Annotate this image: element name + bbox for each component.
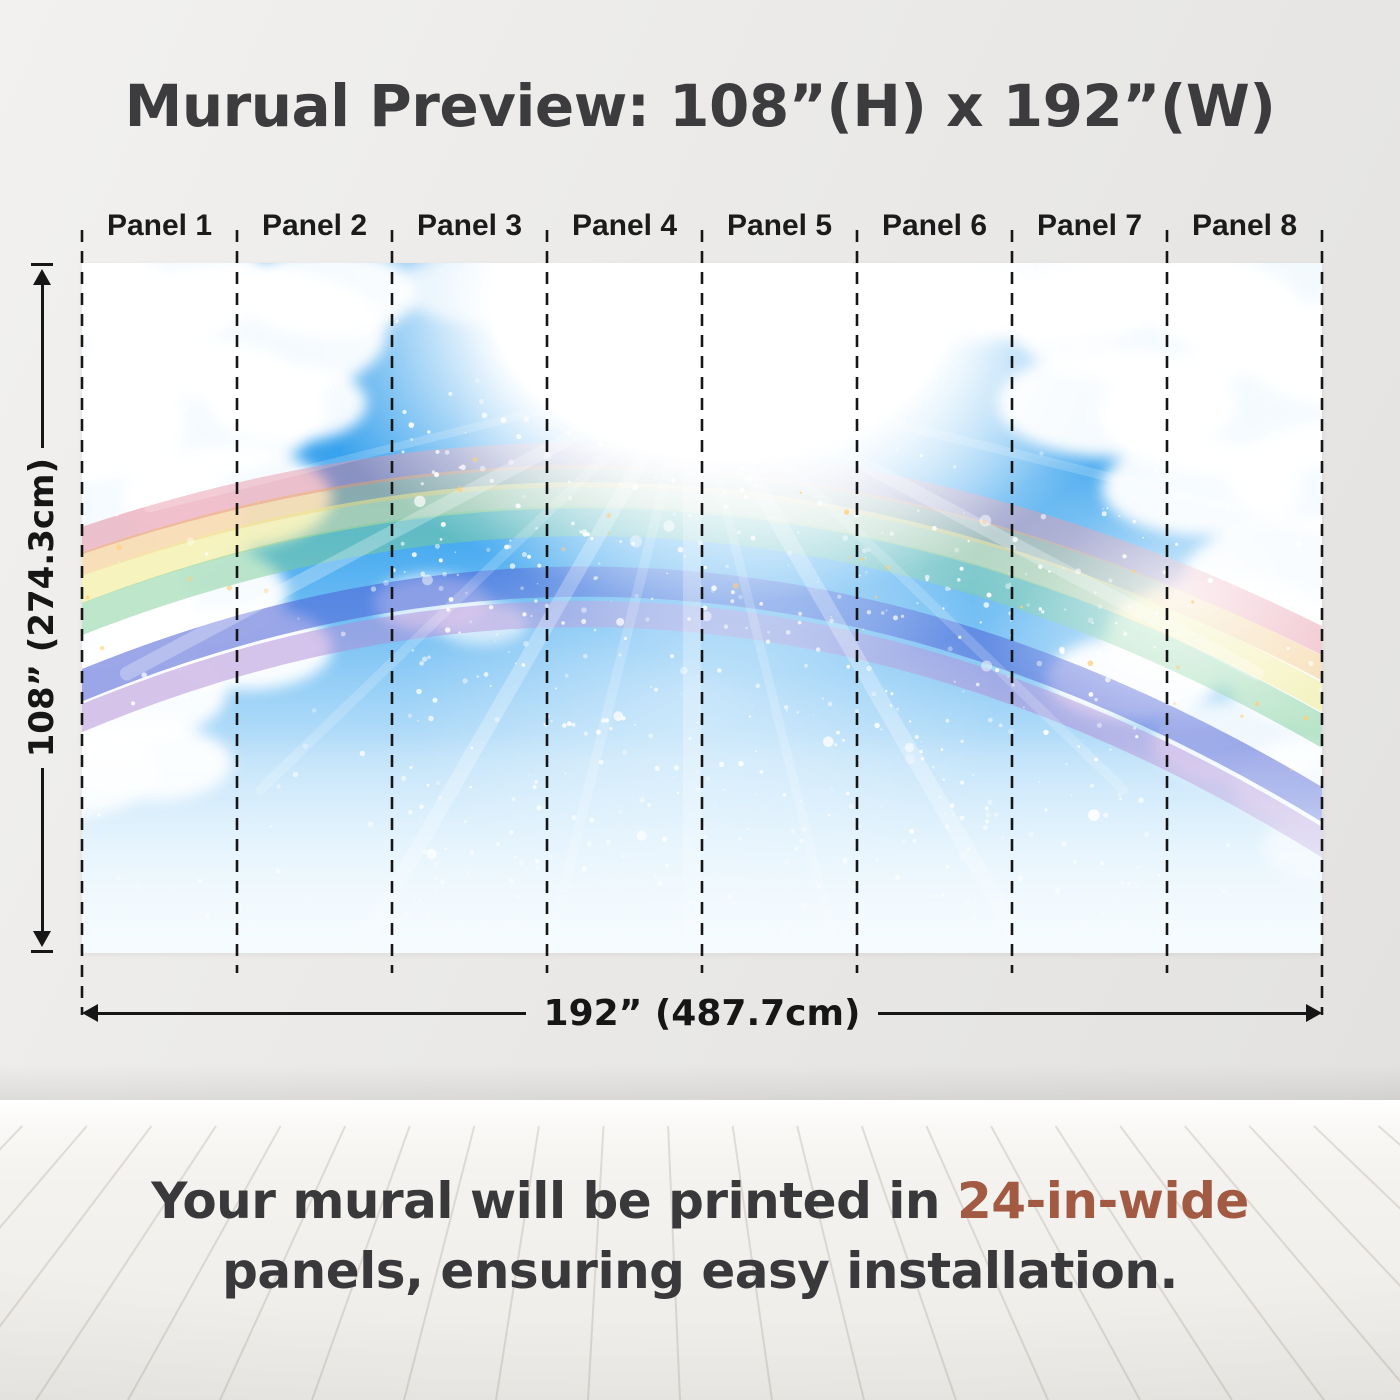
width-dimension-label: 192” (487.7cm) bbox=[543, 992, 861, 1034]
panel-label-4: Panel 4 bbox=[571, 209, 678, 242]
panel-labels-row: Panel 1 Panel 2 Panel 3 Panel 4 Panel 5 … bbox=[82, 209, 1322, 243]
arrow-up-icon bbox=[33, 269, 51, 285]
caption-text: Your mural will be printed in bbox=[151, 1172, 957, 1230]
dimension-end-cap bbox=[31, 263, 53, 266]
mural-image-rainbow-sky bbox=[82, 263, 1322, 953]
dimension-line bbox=[98, 1011, 526, 1015]
wall-bottom-shadow bbox=[0, 1064, 1400, 1100]
caption-highlight: 24-in-wide bbox=[956, 1172, 1249, 1230]
wood-floor bbox=[0, 1100, 1400, 1400]
mural-artwork bbox=[82, 263, 1322, 953]
page-title: Murual Preview: 108”(H) x 192”(W) bbox=[124, 72, 1276, 140]
arrow-down-icon bbox=[33, 931, 51, 948]
caption-line-1: Your mural will be printed in 24-in-wide bbox=[0, 1166, 1400, 1236]
arrow-right-icon bbox=[1306, 1004, 1322, 1022]
panel-label-2: Panel 2 bbox=[261, 209, 368, 242]
height-dimension-arrow: 108” (274.3cm) bbox=[22, 263, 62, 954]
dimension-line bbox=[878, 1011, 1306, 1015]
arrow-left-icon bbox=[82, 1004, 98, 1022]
panel-label-5: Panel 5 bbox=[726, 209, 833, 242]
panel-label-8: Panel 8 bbox=[1191, 209, 1298, 242]
height-dimension-label: 108” (274.3cm) bbox=[22, 458, 62, 758]
dimension-line bbox=[40, 767, 44, 932]
panel-label-3: Panel 3 bbox=[416, 209, 523, 242]
caption: Your mural will be printed in 24-in-wide… bbox=[0, 1166, 1400, 1306]
panel-label-6: Panel 6 bbox=[881, 209, 988, 242]
dimension-line bbox=[40, 285, 44, 449]
width-dimension-arrow: 192” (487.7cm) bbox=[82, 993, 1322, 1034]
panel-label-1: Panel 1 bbox=[106, 209, 213, 242]
dimension-end-cap bbox=[31, 950, 53, 954]
panel-label-7: Panel 7 bbox=[1036, 209, 1143, 242]
caption-line-2: panels, ensuring easy installation. bbox=[222, 1242, 1178, 1300]
